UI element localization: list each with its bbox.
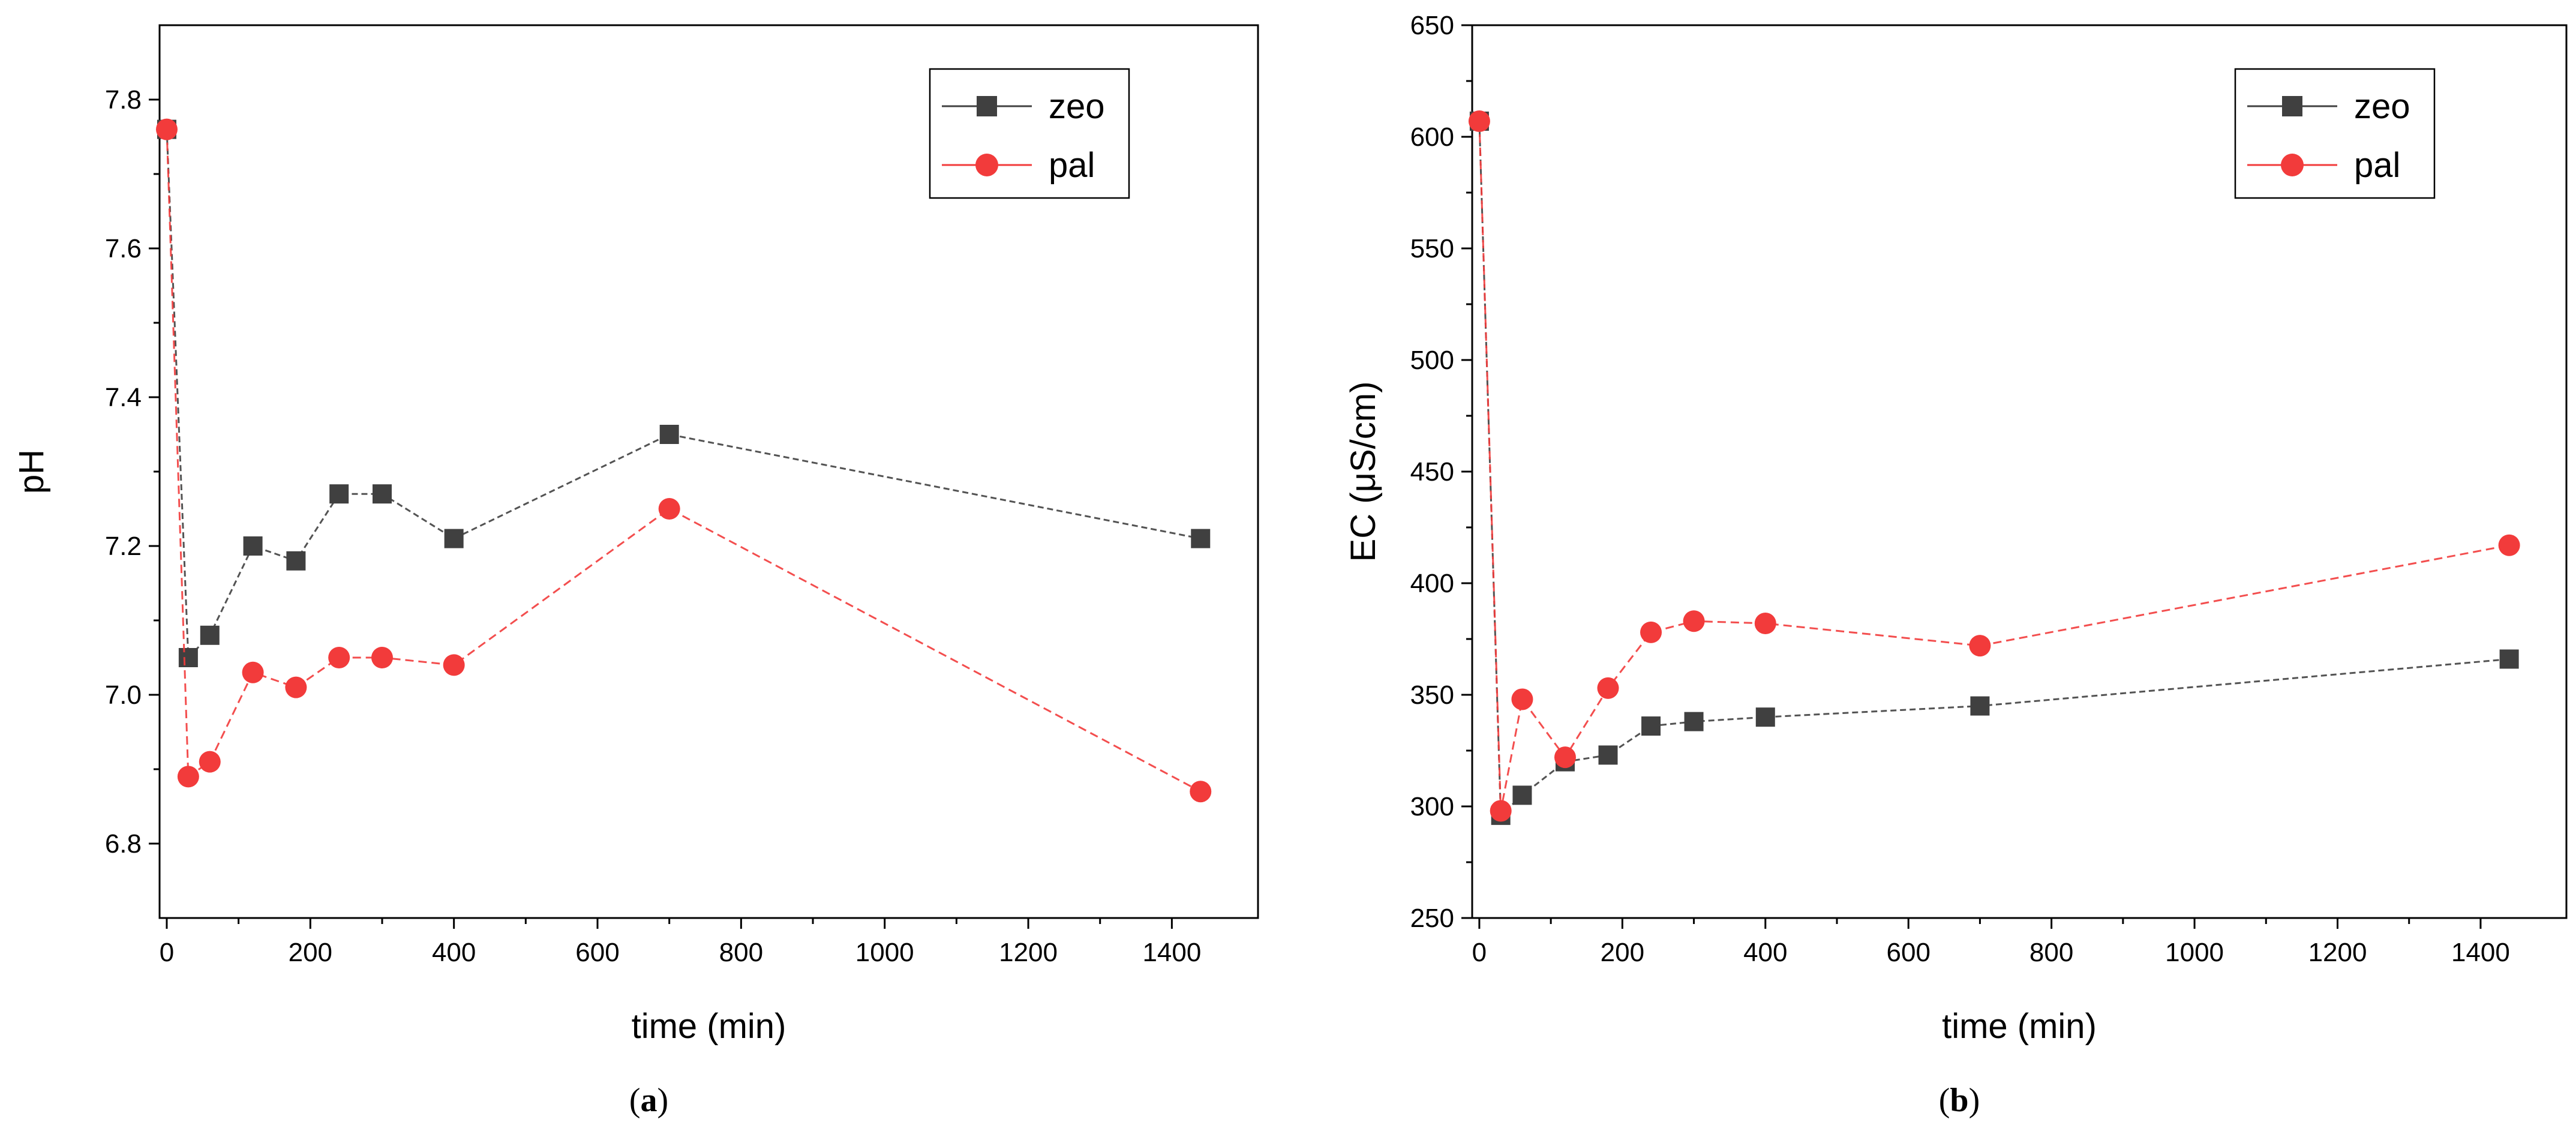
data-point-zeo [444,529,464,548]
y-tick-label: 550 [1410,234,1454,263]
data-point-zeo [1684,712,1704,731]
data-point-pal [1554,746,1576,769]
legend-marker-zeo [2282,96,2302,116]
y-tick-label: 7.6 [105,234,142,263]
data-point-zeo [659,425,679,444]
data-point-pal [1190,781,1212,803]
legend-label-pal: pal [1049,146,1095,185]
legend-box [2234,68,2436,199]
series-pal [155,118,1212,803]
series-pal [1468,110,2520,822]
data-point-pal [1640,621,1662,643]
x-tick-label: 400 [1743,938,1787,967]
y-tick-label: 7.4 [105,383,142,412]
data-point-pal [177,766,199,788]
y-tick-label: 7.0 [105,680,142,710]
data-point-pal [285,676,307,698]
data-point-pal [328,647,350,668]
series-zeo [157,119,1211,667]
data-point-zeo [1512,785,1532,805]
x-tick-label: 0 [1472,938,1487,967]
data-point-pal [1490,800,1512,822]
x-tick-label: 1400 [2451,938,2510,967]
x-axis-title: time (min) [632,1007,786,1046]
x-tick-label: 800 [719,938,763,967]
legend-label-zeo: zeo [2354,87,2410,126]
data-point-pal [155,118,178,140]
y-tick-label: 600 [1410,122,1454,152]
y-axis-title: pH [12,449,51,494]
y-tick-label: 6.8 [105,829,142,859]
y-tick-label: 7.2 [105,532,142,561]
x-tick-label: 1400 [1142,938,1201,967]
series-line-zeo [166,129,1201,660]
legend: zeo pal [929,68,1130,199]
legend-label-zeo: zeo [1049,87,1105,126]
x-tick-label: 0 [160,938,174,967]
data-point-zeo [1191,529,1211,548]
data-point-pal [2498,534,2520,556]
legend-label-pal: pal [2354,146,2400,185]
x-tick-label: 1000 [2165,938,2224,967]
y-tick-label: 250 [1410,904,1454,933]
data-point-pal [371,647,393,668]
x-tick-label: 1000 [855,938,914,967]
data-point-pal [199,751,221,773]
data-point-zeo [178,648,198,667]
data-point-zeo [200,625,220,645]
data-point-pal [1754,612,1776,634]
x-tick-label: 200 [289,938,332,967]
x-tick-label: 400 [432,938,476,967]
data-point-zeo [1755,707,1775,727]
x-tick-label: 800 [2029,938,2073,967]
data-point-pal [1511,688,1533,710]
data-point-pal [1468,110,1490,132]
x-axis-title: time (min) [1942,1007,2097,1046]
data-point-zeo [329,484,349,504]
x-tick-label: 1200 [999,938,1058,967]
data-point-zeo [1970,696,1990,716]
series-line-pal [1478,121,2509,811]
data-point-zeo [1598,745,1618,765]
y-tick-label: 300 [1410,792,1454,821]
y-axis-title: EC (μS/cm) [1344,382,1383,562]
series-line-zeo [1478,121,2509,818]
data-point-pal [658,498,680,520]
data-point-zeo [243,536,263,556]
legend-marker-pal [975,154,998,176]
panel-label: (a) [629,1082,668,1119]
chart-panel-b: 0 200 400 600 800 1000 1200 1400 250 300 350 400 450… [1344,11,2568,1119]
y-tick-label: 500 [1410,346,1454,375]
x-tick-label: 1200 [2308,938,2367,967]
data-point-zeo [286,551,306,571]
data-point-zeo [372,484,392,504]
x-tick-label: 600 [1887,938,1931,967]
legend-marker-pal [2281,154,2304,176]
series-line-pal [166,129,1201,793]
data-point-pal [1969,635,1991,657]
y-tick-label: 7.8 [105,85,142,115]
data-point-pal [1597,677,1619,699]
panel-label-letter: a [641,1082,657,1119]
chart-panel-a: 0 200 400 600 800 1000 1200 1400 6.8 7.0 7.2 7.4 7.6… [12,24,1259,1119]
y-tick-label: 650 [1410,11,1454,40]
data-point-pal [242,661,264,683]
panel-label: (b) [1939,1082,1980,1119]
panel-label-letter: b [1950,1082,1968,1119]
x-tick-label: 600 [575,938,619,967]
y-tick-label: 400 [1410,569,1454,598]
x-tick-label: 200 [1601,938,1644,967]
data-point-zeo [2499,649,2519,669]
series-zeo [1469,111,2519,825]
y-tick-label: 350 [1410,680,1454,710]
legend: zeo pal [2234,68,2436,199]
data-point-pal [1683,610,1705,632]
data-point-zeo [1641,716,1661,736]
y-tick-label: 450 [1410,457,1454,487]
legend-marker-zeo [977,96,997,116]
data-point-pal [443,654,465,676]
legend-box [929,68,1130,199]
